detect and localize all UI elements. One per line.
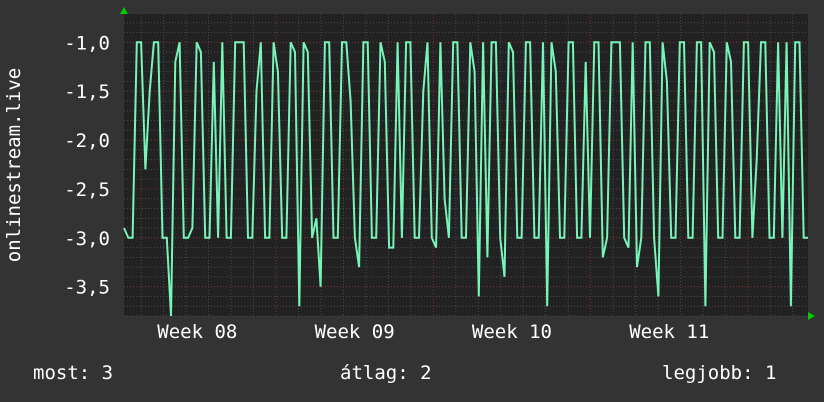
y-tick-label: -3,0 [64,228,110,250]
series-line [123,41,808,317]
x-tick-label: Week 11 [629,321,709,343]
y-axis-arrow-icon [120,7,128,14]
x-tick-label: Week 09 [315,321,395,343]
y-tick-label: -2,5 [64,179,110,201]
y-tick-label: -2,0 [64,130,110,152]
x-tick-label: Week 08 [157,321,237,343]
legend-average: átlag: 2 [340,362,432,384]
x-axis-arrow-icon [808,312,815,320]
y-tick-label: -3,5 [64,277,110,299]
y-tick-label: -1,5 [64,81,110,103]
legend-max: legjobb: 1 [662,362,777,384]
legend-last: most: 3 [33,362,114,384]
y-axis-title: onlinestream.live [3,68,25,262]
x-tick-label: Week 10 [472,321,552,343]
y-tick-label: -1,0 [64,32,110,54]
